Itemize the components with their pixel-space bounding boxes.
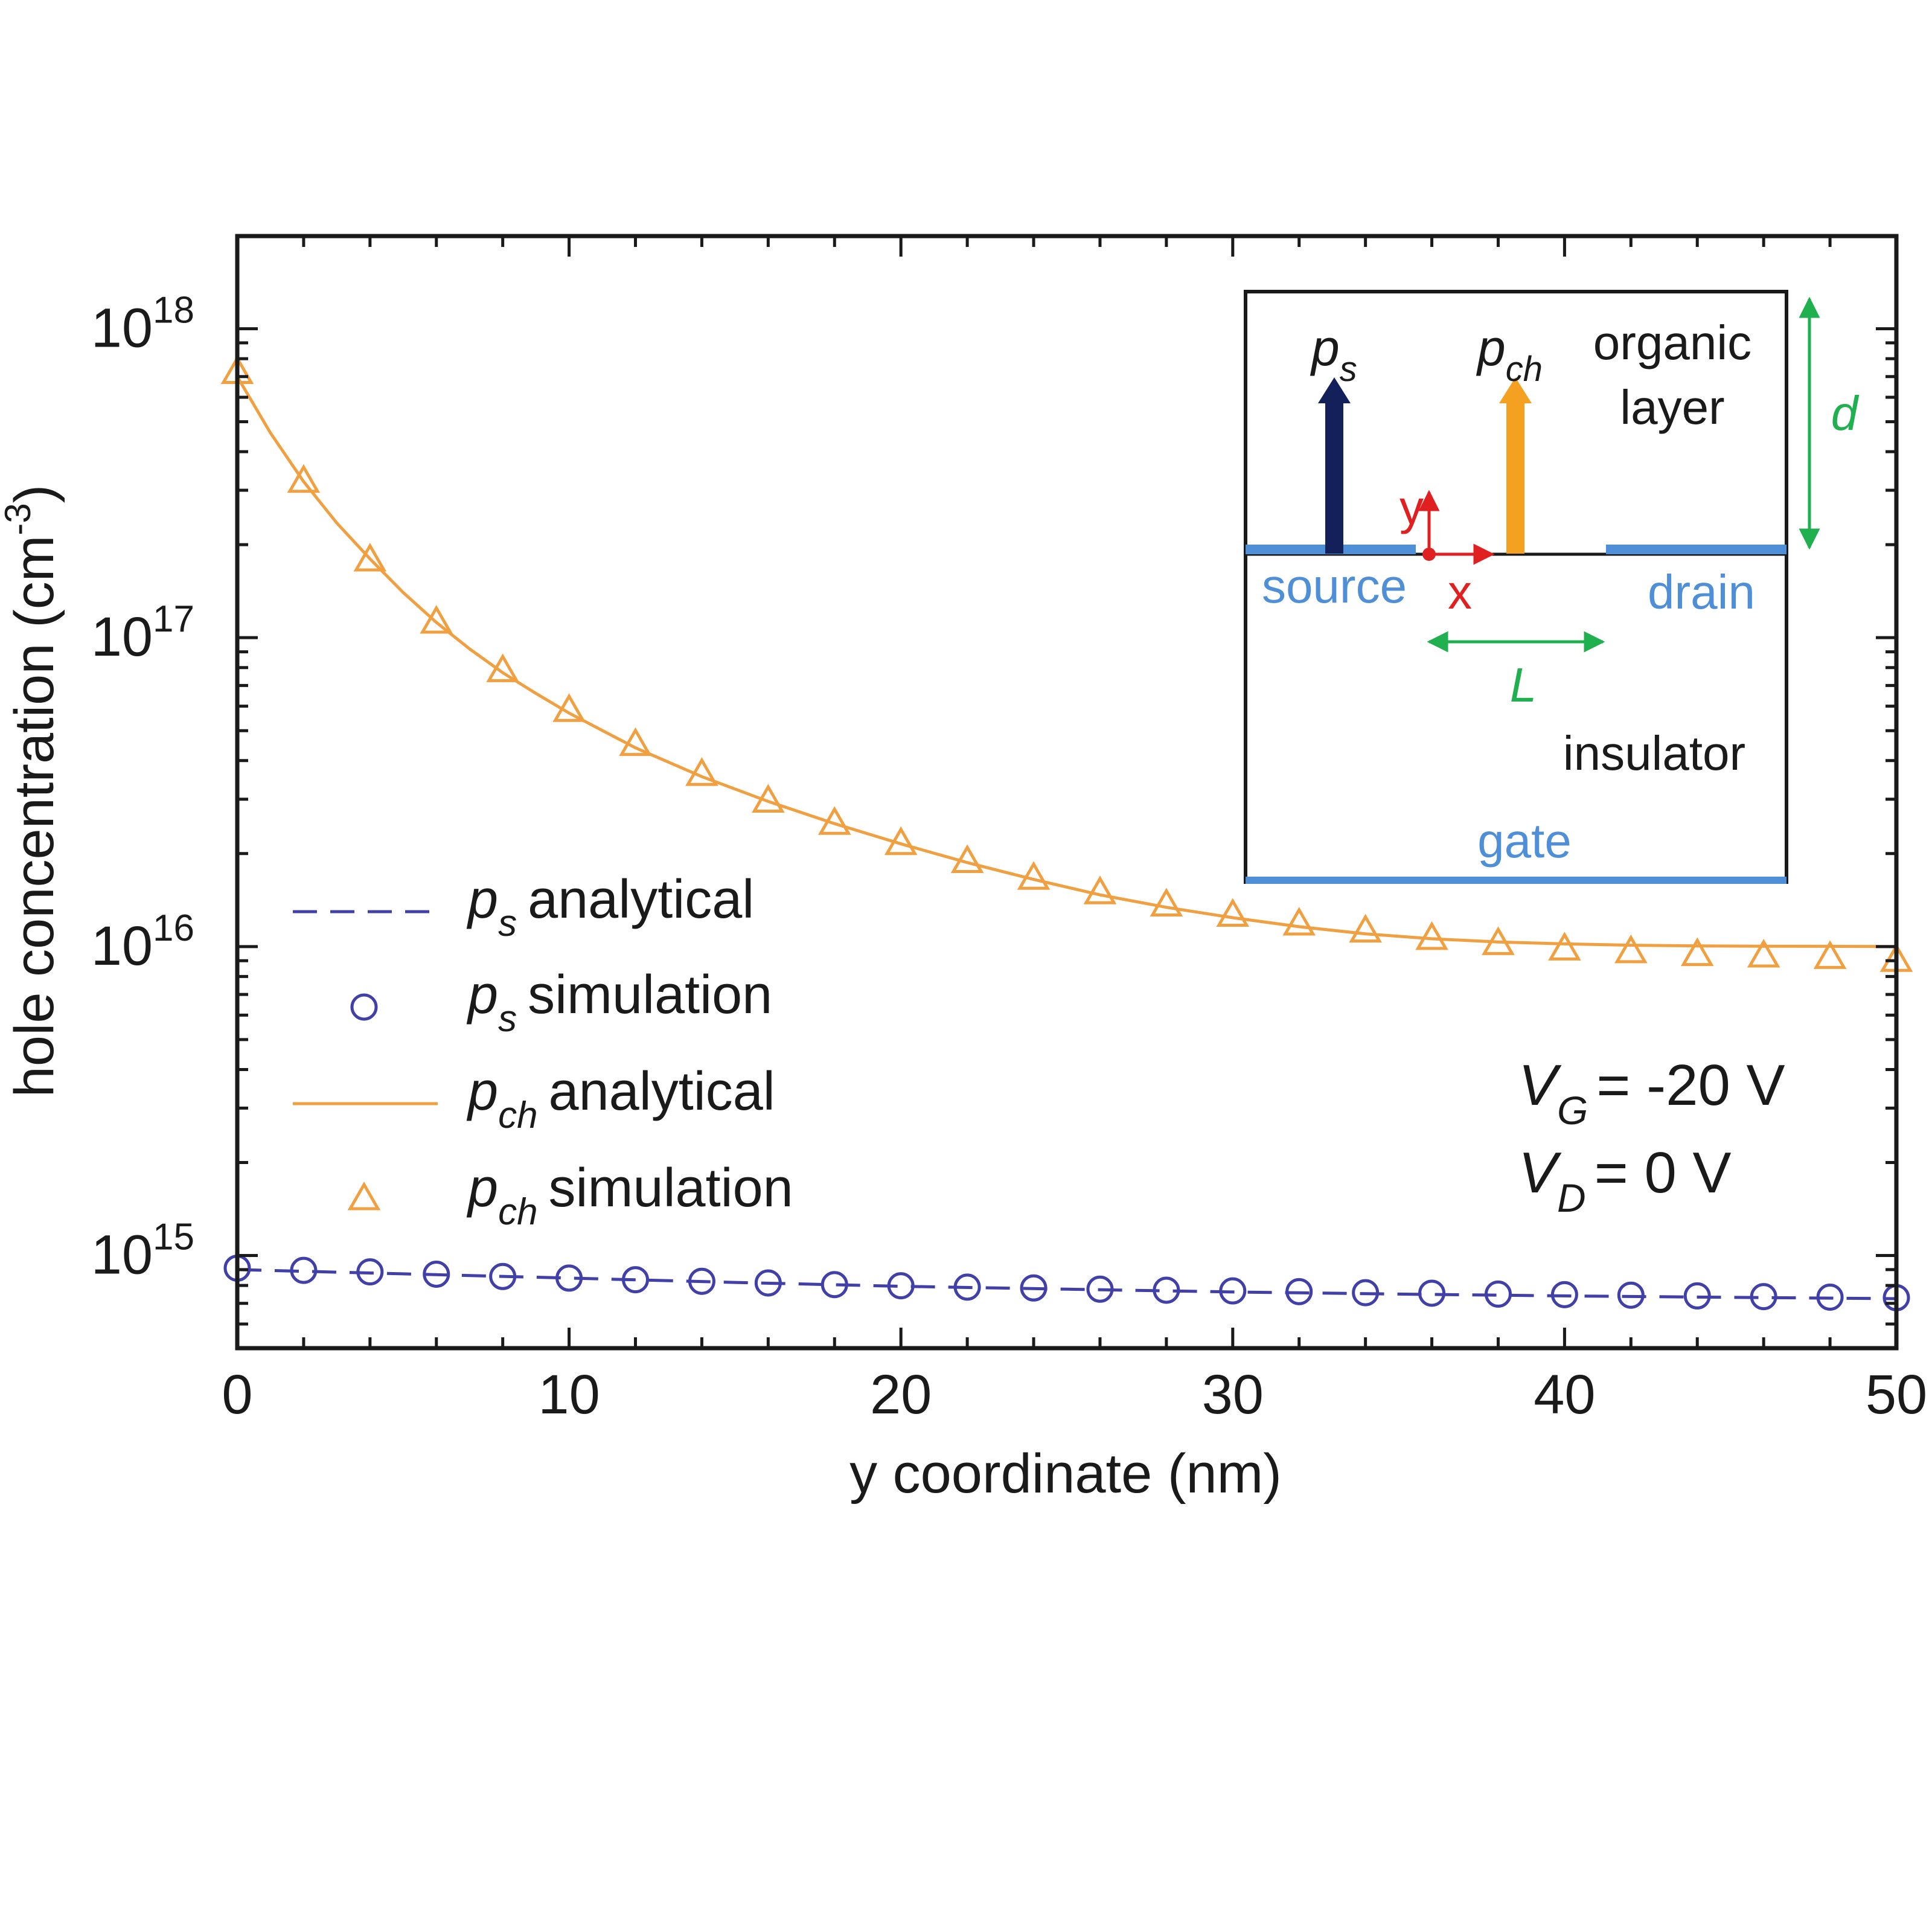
insulator-label: insulator — [1563, 726, 1745, 780]
pch-simulation-point — [1349, 913, 1382, 943]
ps-simulation-point — [1153, 1276, 1180, 1304]
ps-simulation-point — [688, 1267, 715, 1295]
plot-border — [235, 234, 1899, 1351]
x-tick-label: 40 — [1534, 1364, 1595, 1425]
x-axis-title: y coordinate (nm) — [849, 1443, 1282, 1505]
ps-simulation-point — [1550, 1281, 1578, 1308]
organic-layer-label-line2: layer — [1620, 380, 1724, 434]
ps-simulation-point — [1020, 1274, 1048, 1302]
drain-voltage-label: VD = 0 V — [1518, 1140, 1732, 1220]
ps-simulation-point — [887, 1272, 915, 1300]
gate-label: gate — [1477, 814, 1572, 868]
y-axis-title-tail: ) — [4, 485, 65, 504]
ps-arrow-shaft — [1325, 401, 1343, 554]
ps-arrow-head — [1318, 377, 1351, 403]
ps-simulation-point — [622, 1266, 650, 1294]
ps-simulation-point — [423, 1260, 450, 1288]
pch-simulation-point — [486, 653, 520, 682]
pch-simulation-point — [1017, 861, 1051, 890]
x-tick-label: 50 — [1866, 1364, 1927, 1425]
y-tick-label: 1017 — [91, 598, 194, 668]
pch-simulation-point — [619, 727, 652, 756]
pch-simulation-point — [1415, 921, 1448, 950]
y-tick-label: 1015 — [91, 1217, 194, 1286]
ps-simulation-point — [754, 1269, 782, 1297]
pch-simulation-point — [685, 757, 718, 786]
ps-simulation-point — [1816, 1284, 1844, 1311]
pch-simulation-point — [1813, 940, 1847, 969]
pch-arrow-head — [1499, 377, 1532, 403]
series-line-pch-analytical — [235, 376, 1897, 948]
x-tick-label: 0 — [222, 1364, 252, 1425]
pch-arrow-shaft — [1506, 401, 1524, 554]
pch-simulation-point — [1282, 907, 1316, 936]
y-tick-label: 1016 — [91, 907, 194, 977]
pch-simulation-point — [287, 464, 321, 493]
gate-voltage-label: VG = -20 V — [1518, 1053, 1785, 1133]
inset-y-label: y — [1399, 481, 1424, 534]
legend-label-pch-simulation: pch simulation — [466, 1158, 793, 1233]
pch-simulation-point — [1747, 938, 1780, 968]
y-axis-title-sup: -3 — [0, 503, 38, 535]
ps-simulation-point — [489, 1262, 517, 1290]
x-tick-label: 10 — [538, 1364, 600, 1425]
channel-length-label: L — [1510, 658, 1537, 712]
pch-simulation-point — [420, 604, 453, 634]
legend-swatch-pch-simulation — [347, 1181, 381, 1211]
ps-simulation-point — [1418, 1279, 1446, 1307]
pch-simulation-point — [353, 543, 387, 572]
legend: ps analytical ps simulation pch analytical … — [293, 869, 793, 1233]
y-tick-label: 1018 — [91, 290, 194, 359]
pch-simulation-point — [950, 844, 984, 874]
pch-simulation-point — [552, 693, 586, 722]
ps-simulation-point — [290, 1256, 318, 1284]
ps-simulation-point — [820, 1271, 848, 1299]
y-axis-title-base: hole concentration (cm — [4, 536, 65, 1098]
pch-simulation-point — [1482, 926, 1515, 955]
legend-label-ps-analytical: ps analytical — [466, 869, 754, 944]
coordinate-origin — [1422, 548, 1436, 561]
pch-simulation-point — [1216, 898, 1250, 927]
pch-simulation-point — [884, 826, 918, 856]
y-tick-labels: 1015 1016 1017 1018 — [91, 290, 194, 1286]
legend-label-ps-simulation: ps simulation — [466, 965, 772, 1040]
pch-simulation-point — [1680, 937, 1714, 967]
plot-frame — [235, 234, 1899, 1351]
ps-simulation-point — [1086, 1275, 1114, 1303]
organic-layer-label-line1: organic — [1593, 316, 1751, 369]
pch-simulation-point — [1150, 888, 1183, 917]
drain-label: drain — [1648, 565, 1755, 619]
x-tick-label: 30 — [1202, 1364, 1264, 1425]
plot-data — [220, 355, 1913, 1311]
thickness-label: d — [1831, 386, 1860, 440]
ps-simulation-point — [1219, 1277, 1247, 1305]
ps-simulation-point — [356, 1258, 384, 1286]
inset-x-label: x — [1448, 565, 1472, 619]
ps-simulation-point — [1750, 1283, 1777, 1311]
source-label: source — [1262, 559, 1407, 613]
pch-simulation-point — [1083, 875, 1117, 904]
y-axis-title: hole concentration (cm-3) — [0, 485, 65, 1098]
pch-simulation-point — [1614, 934, 1648, 964]
x-tick-label: 20 — [870, 1364, 932, 1425]
inset-ps-label: ps — [1310, 319, 1357, 389]
legend-swatch-ps-simulation — [350, 993, 378, 1021]
ps-simulation-point — [1617, 1281, 1645, 1309]
ps-simulation-point — [1484, 1280, 1512, 1308]
series-line-ps-analytical — [237, 1268, 1897, 1300]
inset-pch-label: pch — [1476, 319, 1543, 389]
pch-simulation-point — [752, 784, 785, 813]
legend-label-pch-analytical: pch analytical — [466, 1061, 775, 1136]
x-tick-labels: 0 10 20 30 40 50 — [222, 1364, 1927, 1425]
pch-simulation-point — [1548, 932, 1581, 961]
ps-simulation-point — [953, 1273, 981, 1301]
ps-simulation-point — [1683, 1282, 1711, 1310]
bias-annotation: VG = -20 V VD = 0 V — [1518, 1053, 1785, 1220]
pch-simulation-point — [817, 806, 851, 835]
ps-simulation-point — [1285, 1278, 1313, 1305]
device-schematic-inset: ps pch organic layer d y x source drain … — [1244, 290, 1860, 884]
ps-simulation-point — [1352, 1279, 1380, 1307]
ps-simulation-point — [555, 1264, 583, 1292]
